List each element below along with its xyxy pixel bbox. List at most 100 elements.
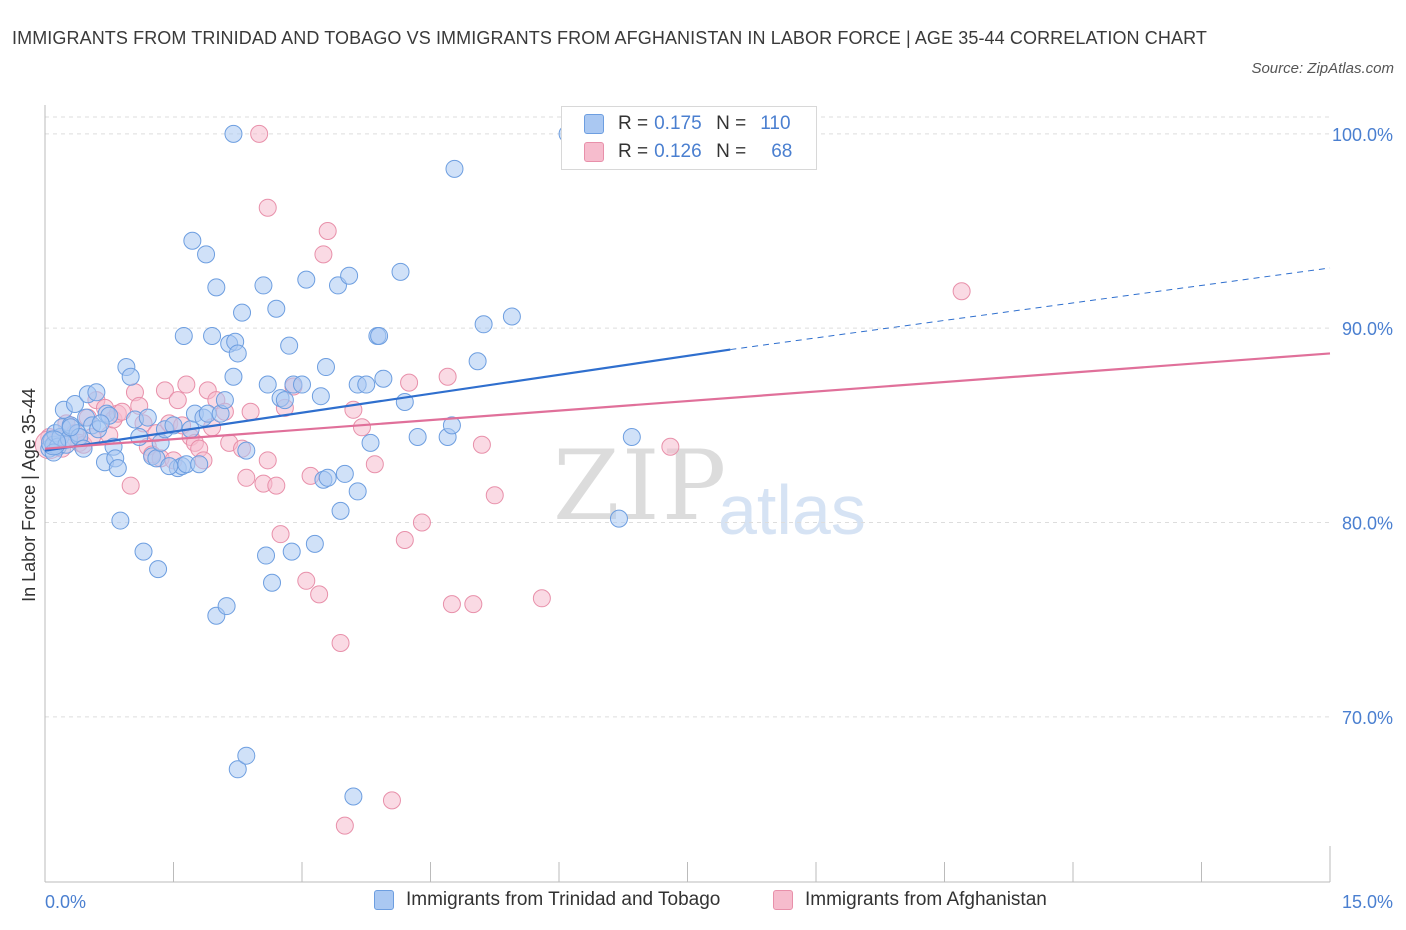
afghanistan-point — [271, 525, 290, 544]
trinidad-point — [267, 299, 286, 318]
y-tick-label: 90.0% — [1342, 319, 1393, 339]
trinidad-point — [374, 369, 393, 388]
afghanistan-point — [400, 373, 419, 392]
afghanistan-point — [438, 367, 457, 386]
afghanistan-point — [442, 595, 461, 614]
bottom-legend-swatch-pink — [773, 890, 793, 910]
trinidad-point — [197, 245, 216, 264]
afghanistan-point — [331, 633, 350, 652]
afghanistan-point — [485, 486, 504, 505]
bottom-legend-swatch-blue — [374, 890, 394, 910]
trinidad-point — [282, 542, 301, 561]
trinidad-point — [408, 428, 427, 447]
trinidad-point — [190, 455, 209, 474]
trinidad-point — [258, 375, 277, 394]
afghanistan-point — [168, 391, 187, 410]
trinidad-point — [183, 231, 202, 250]
trinidad-point — [609, 509, 628, 528]
afghanistan-point — [318, 222, 337, 241]
y-tick-label: 80.0% — [1342, 514, 1393, 534]
afghanistan-point — [258, 198, 277, 217]
trinidad-point — [297, 270, 316, 289]
source-label: Source: ZipAtlas.com — [1251, 60, 1394, 77]
bottom-legend-label: Immigrants from Afghanistan — [805, 889, 1047, 910]
afghanistan-point — [155, 381, 174, 400]
legend-swatch-blue — [584, 114, 604, 134]
trinidad-point — [203, 326, 222, 345]
y-tick-label: 70.0% — [1342, 708, 1393, 728]
legend-n-label: N = — [716, 113, 747, 134]
afghanistan-point — [352, 418, 371, 437]
legend-r-label: R = — [618, 141, 649, 162]
trinidad-point — [108, 459, 127, 478]
watermark-atlas: atlas — [718, 471, 866, 549]
afghanistan-point — [335, 816, 354, 835]
afghanistan-point — [472, 435, 491, 454]
trinidad-point — [138, 408, 157, 427]
legend-r-value: 0.175 — [654, 113, 702, 134]
bottom-legend-label: Immigrants from Trinidad and Tobago — [406, 889, 721, 910]
trinidad-point — [340, 266, 359, 285]
afghanistan-point — [661, 437, 680, 456]
trinidad-point — [263, 573, 282, 592]
afghanistan-point — [121, 476, 140, 495]
x-tick-label-max: 15.0% — [1342, 892, 1393, 912]
stats-legend: R = 0.175 N = 110 R = 0.126 N = 68 — [561, 106, 817, 170]
trinidad-point — [217, 597, 236, 616]
bottom-legend-afghanistan: Immigrants from Afghanistan — [773, 889, 1047, 911]
afghanistan-point — [258, 451, 277, 470]
afghanistan-point — [952, 282, 971, 301]
afghanistan-point — [412, 513, 431, 532]
trinidad-point — [502, 307, 521, 326]
trinidad-point — [318, 468, 337, 487]
trinidad-point — [316, 358, 335, 377]
legend-row-afghanistan: R = 0.126 N = 68 — [584, 139, 792, 165]
trinidad-point — [134, 542, 153, 561]
series-afghanistan — [34, 124, 971, 835]
trinidad-point — [293, 375, 311, 394]
series-trinidad — [40, 124, 641, 806]
afghanistan-point — [532, 589, 551, 608]
trinidad-point — [280, 336, 299, 355]
trinidad-trend-extension — [730, 267, 1331, 351]
legend-r-label: R = — [618, 113, 649, 134]
trinidad-point — [311, 387, 330, 406]
afghanistan-point — [237, 468, 256, 487]
trinidad-point — [160, 457, 179, 476]
afghanistan-point — [250, 124, 269, 143]
trinidad-point — [237, 746, 256, 765]
trend-lines — [44, 267, 1331, 452]
afghanistan-point — [395, 530, 414, 549]
y-tick-label: 100.0% — [1332, 125, 1393, 145]
afghanistan-point — [365, 455, 384, 474]
trinidad-point — [622, 428, 641, 447]
y-axis-title: In Labor Force | Age 35-44 — [19, 388, 39, 602]
axis-labels: 70.0% 80.0% 90.0% 100.0% 0.0% 15.0% In Labor F… — [19, 125, 1393, 912]
afghanistan-point — [314, 245, 333, 264]
trinidad-point — [468, 352, 487, 371]
trinidad-point — [331, 501, 350, 520]
legend-swatch-pink — [584, 142, 604, 162]
trinidad-point — [149, 560, 168, 579]
trinidad-point — [275, 391, 294, 410]
trinidad-point — [174, 326, 193, 345]
trinidad-point — [361, 433, 380, 452]
trinidad-point — [474, 315, 493, 334]
afghanistan-point — [382, 791, 401, 810]
legend-n-label: N = — [716, 141, 747, 162]
afghanistan-point — [177, 375, 196, 394]
afghanistan-point — [241, 402, 260, 421]
afghanistan-point — [310, 585, 329, 604]
trinidad-point — [228, 344, 247, 363]
afghanistan-point — [267, 476, 286, 495]
trinidad-point — [65, 394, 84, 413]
watermark-zip: ZIP — [553, 430, 729, 542]
trinidad-point — [233, 303, 252, 322]
legend-n-value: 110 — [760, 113, 791, 134]
trinidad-point — [335, 464, 354, 483]
trinidad-point — [224, 367, 243, 386]
legend-r-value: 0.126 — [654, 141, 702, 162]
trinidad-point — [348, 482, 367, 501]
trinidad-point — [74, 439, 93, 458]
